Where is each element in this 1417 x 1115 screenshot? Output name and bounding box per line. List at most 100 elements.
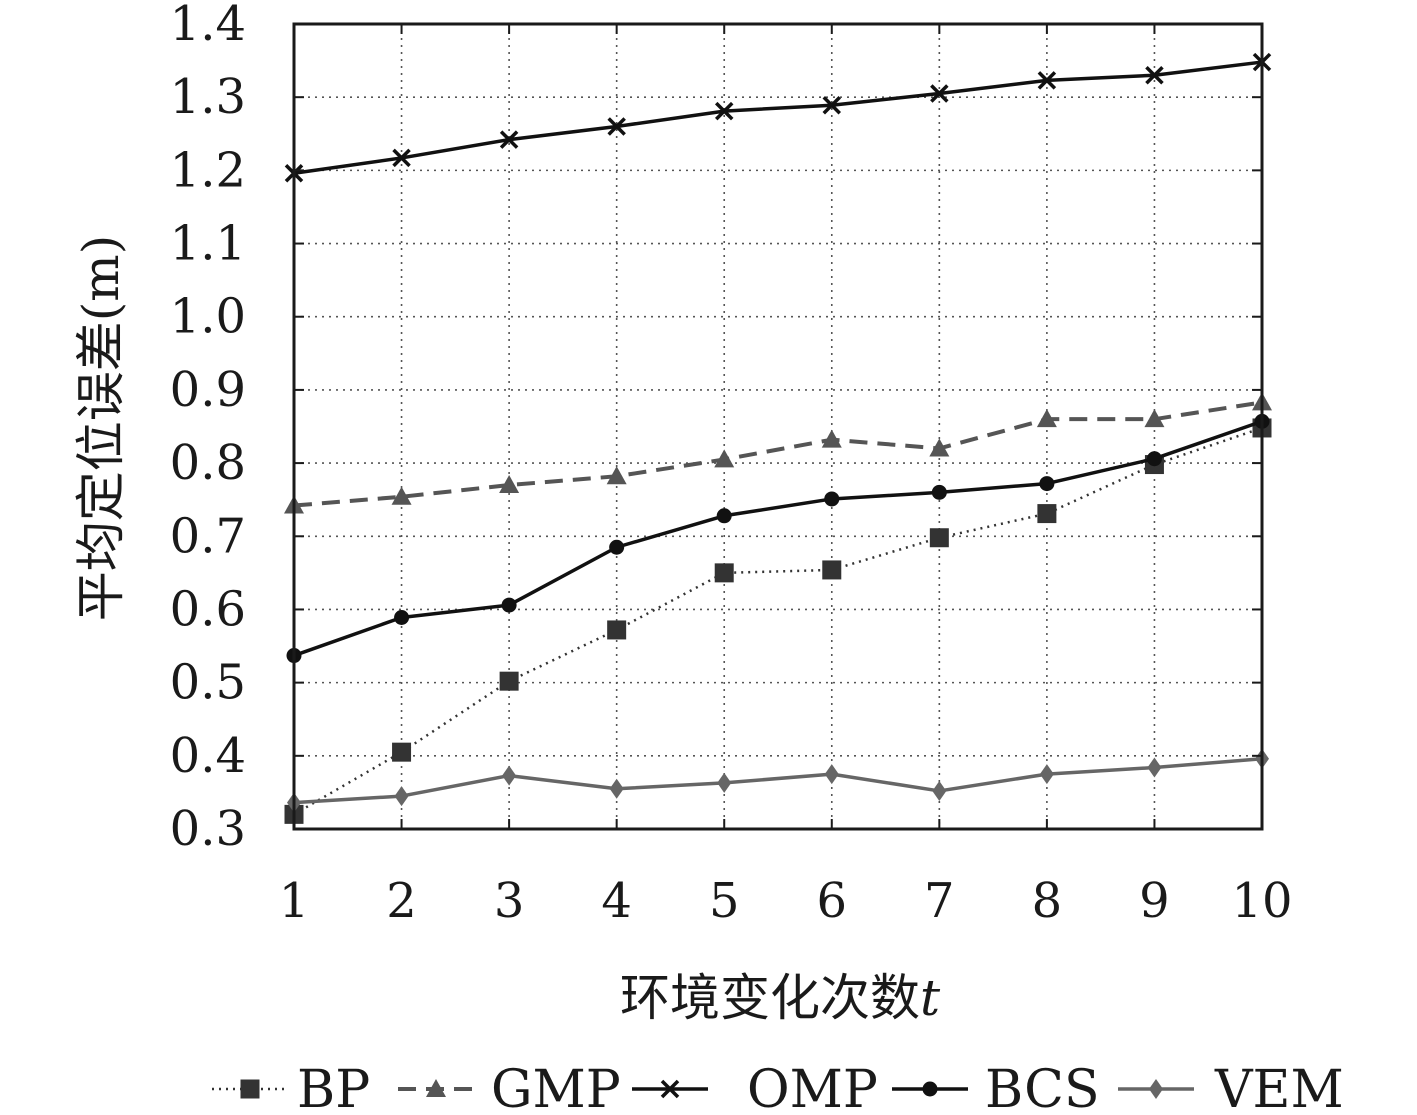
data-point-bp <box>1037 504 1057 524</box>
legend-label-omp: OMP <box>747 1060 878 1115</box>
marker-stroke <box>607 117 626 136</box>
marker-stroke <box>714 101 734 121</box>
data-point-omp <box>392 148 411 168</box>
y-tick-label: 0.8 <box>170 435 246 491</box>
data-point-gmp <box>929 438 950 457</box>
series-omp <box>284 52 1272 183</box>
marker-stroke <box>1145 65 1164 85</box>
marker-stroke <box>660 1079 680 1099</box>
x-tick-label: 8 <box>1032 873 1063 929</box>
legend-marker-omp <box>660 1079 680 1099</box>
y-tick-label: 1.3 <box>170 69 246 125</box>
data-point-omp <box>607 117 626 136</box>
data-point-gmp <box>391 486 412 505</box>
x-tick-label: 10 <box>1231 873 1292 929</box>
data-point-bp <box>392 742 412 762</box>
legend-item-bcs: BCS <box>892 1060 1100 1115</box>
y-tick-label: 0.7 <box>170 508 246 564</box>
data-point-gmp <box>714 449 735 468</box>
data-point-bp <box>714 563 734 583</box>
x-tick-label: 1 <box>279 873 310 929</box>
data-point-bcs <box>609 539 625 555</box>
x-tick-label: 7 <box>924 873 955 929</box>
data-point-omp <box>499 130 519 149</box>
data-point-omp <box>1037 71 1057 90</box>
x-tick-label: 5 <box>709 873 740 929</box>
x-tick-label: 6 <box>817 873 848 929</box>
y-tick-label: 0.9 <box>170 362 246 418</box>
data-point-bcs <box>1146 451 1162 467</box>
plot-frame <box>292 22 1264 831</box>
data-point-bcs <box>716 508 732 524</box>
data-point-omp <box>1145 65 1164 85</box>
y-tick-label: 1.0 <box>170 289 246 345</box>
y-axis: 0.3 0.4 0.5 0.6 0.7 0.8 0.9 1.0 1.1 1.2 1.3 1.4 <box>170 0 1262 857</box>
data-point-vem <box>1147 757 1162 778</box>
y-tick-label: 0.5 <box>170 655 246 711</box>
x-tick-label: 3 <box>494 873 525 929</box>
data-point-gmp <box>821 429 842 448</box>
marker-stroke <box>1037 71 1057 90</box>
data-point-bp <box>929 528 949 548</box>
series-gmp <box>284 392 1272 514</box>
data-point-bcs <box>931 484 947 500</box>
legend-item-bp: BP <box>212 1060 370 1115</box>
x-tick-label: 9 <box>1139 873 1170 929</box>
data-point-vem <box>824 764 839 785</box>
legend-label-bcs: BCS <box>985 1060 1100 1115</box>
series-line-bp <box>293 426 1263 816</box>
x-axis-title: 环境变化次数t <box>620 969 941 1027</box>
data-point-bp <box>607 620 627 640</box>
data-point-gmp <box>1144 409 1165 428</box>
y-tick-label: 0.4 <box>170 728 246 784</box>
marker-stroke <box>392 148 411 168</box>
legend-item-gmp: GMP <box>398 1060 621 1115</box>
data-point-vem <box>717 772 732 793</box>
marker-stroke <box>499 130 519 149</box>
data-point-bcs <box>394 610 410 626</box>
series-line-bcs <box>293 419 1263 658</box>
data-point-vem <box>932 780 947 801</box>
data-point-bcs <box>501 597 517 613</box>
legend-item-vem: VEM <box>1118 1060 1344 1115</box>
y-tick-label: 1.1 <box>170 216 246 272</box>
legend-label-vem: VEM <box>1214 1060 1344 1115</box>
data-point-gmp <box>606 466 627 485</box>
x-tick-label: 2 <box>386 873 417 929</box>
data-point-omp <box>714 101 734 121</box>
series-layer <box>284 52 1272 824</box>
marker-stroke <box>930 84 949 103</box>
data-point-vem <box>394 786 409 807</box>
y-tick-label: 0.3 <box>170 801 246 857</box>
data-point-bp <box>499 671 519 691</box>
series-line-vem <box>293 757 1263 805</box>
data-point-bcs <box>824 491 840 507</box>
data-point-vem <box>502 765 517 786</box>
series-line-omp <box>293 60 1263 176</box>
x-axis: 1 2 3 4 5 6 7 8 9 10 <box>279 24 1293 929</box>
grid <box>293 23 1263 830</box>
y-tick-label: 1.2 <box>170 142 246 198</box>
series-bp <box>284 418 1272 824</box>
data-point-vem <box>609 778 624 799</box>
y-tick-label: 0.6 <box>170 581 246 637</box>
data-point-omp <box>822 95 842 115</box>
legend-marker-bp <box>240 1079 260 1099</box>
legend-label-gmp: GMP <box>491 1060 621 1115</box>
legend-marker-gmp <box>426 1079 446 1097</box>
marker-stroke <box>822 95 842 115</box>
x-axis-title-text: 环境变化次数 <box>620 969 920 1027</box>
y-axis-title: 平均定位误差(m) <box>72 235 130 621</box>
data-point-bcs <box>1039 476 1055 492</box>
data-point-gmp <box>499 475 520 494</box>
x-axis-title-variable: t <box>920 969 941 1027</box>
legend-marker-bcs <box>922 1081 938 1097</box>
data-point-vem <box>1039 764 1054 785</box>
x-tick-label: 4 <box>601 873 632 929</box>
data-point-bp <box>822 560 842 580</box>
data-point-gmp <box>1036 409 1057 428</box>
data-point-omp <box>930 84 949 103</box>
series-vem <box>287 748 1269 813</box>
series-line-gmp <box>293 400 1263 508</box>
